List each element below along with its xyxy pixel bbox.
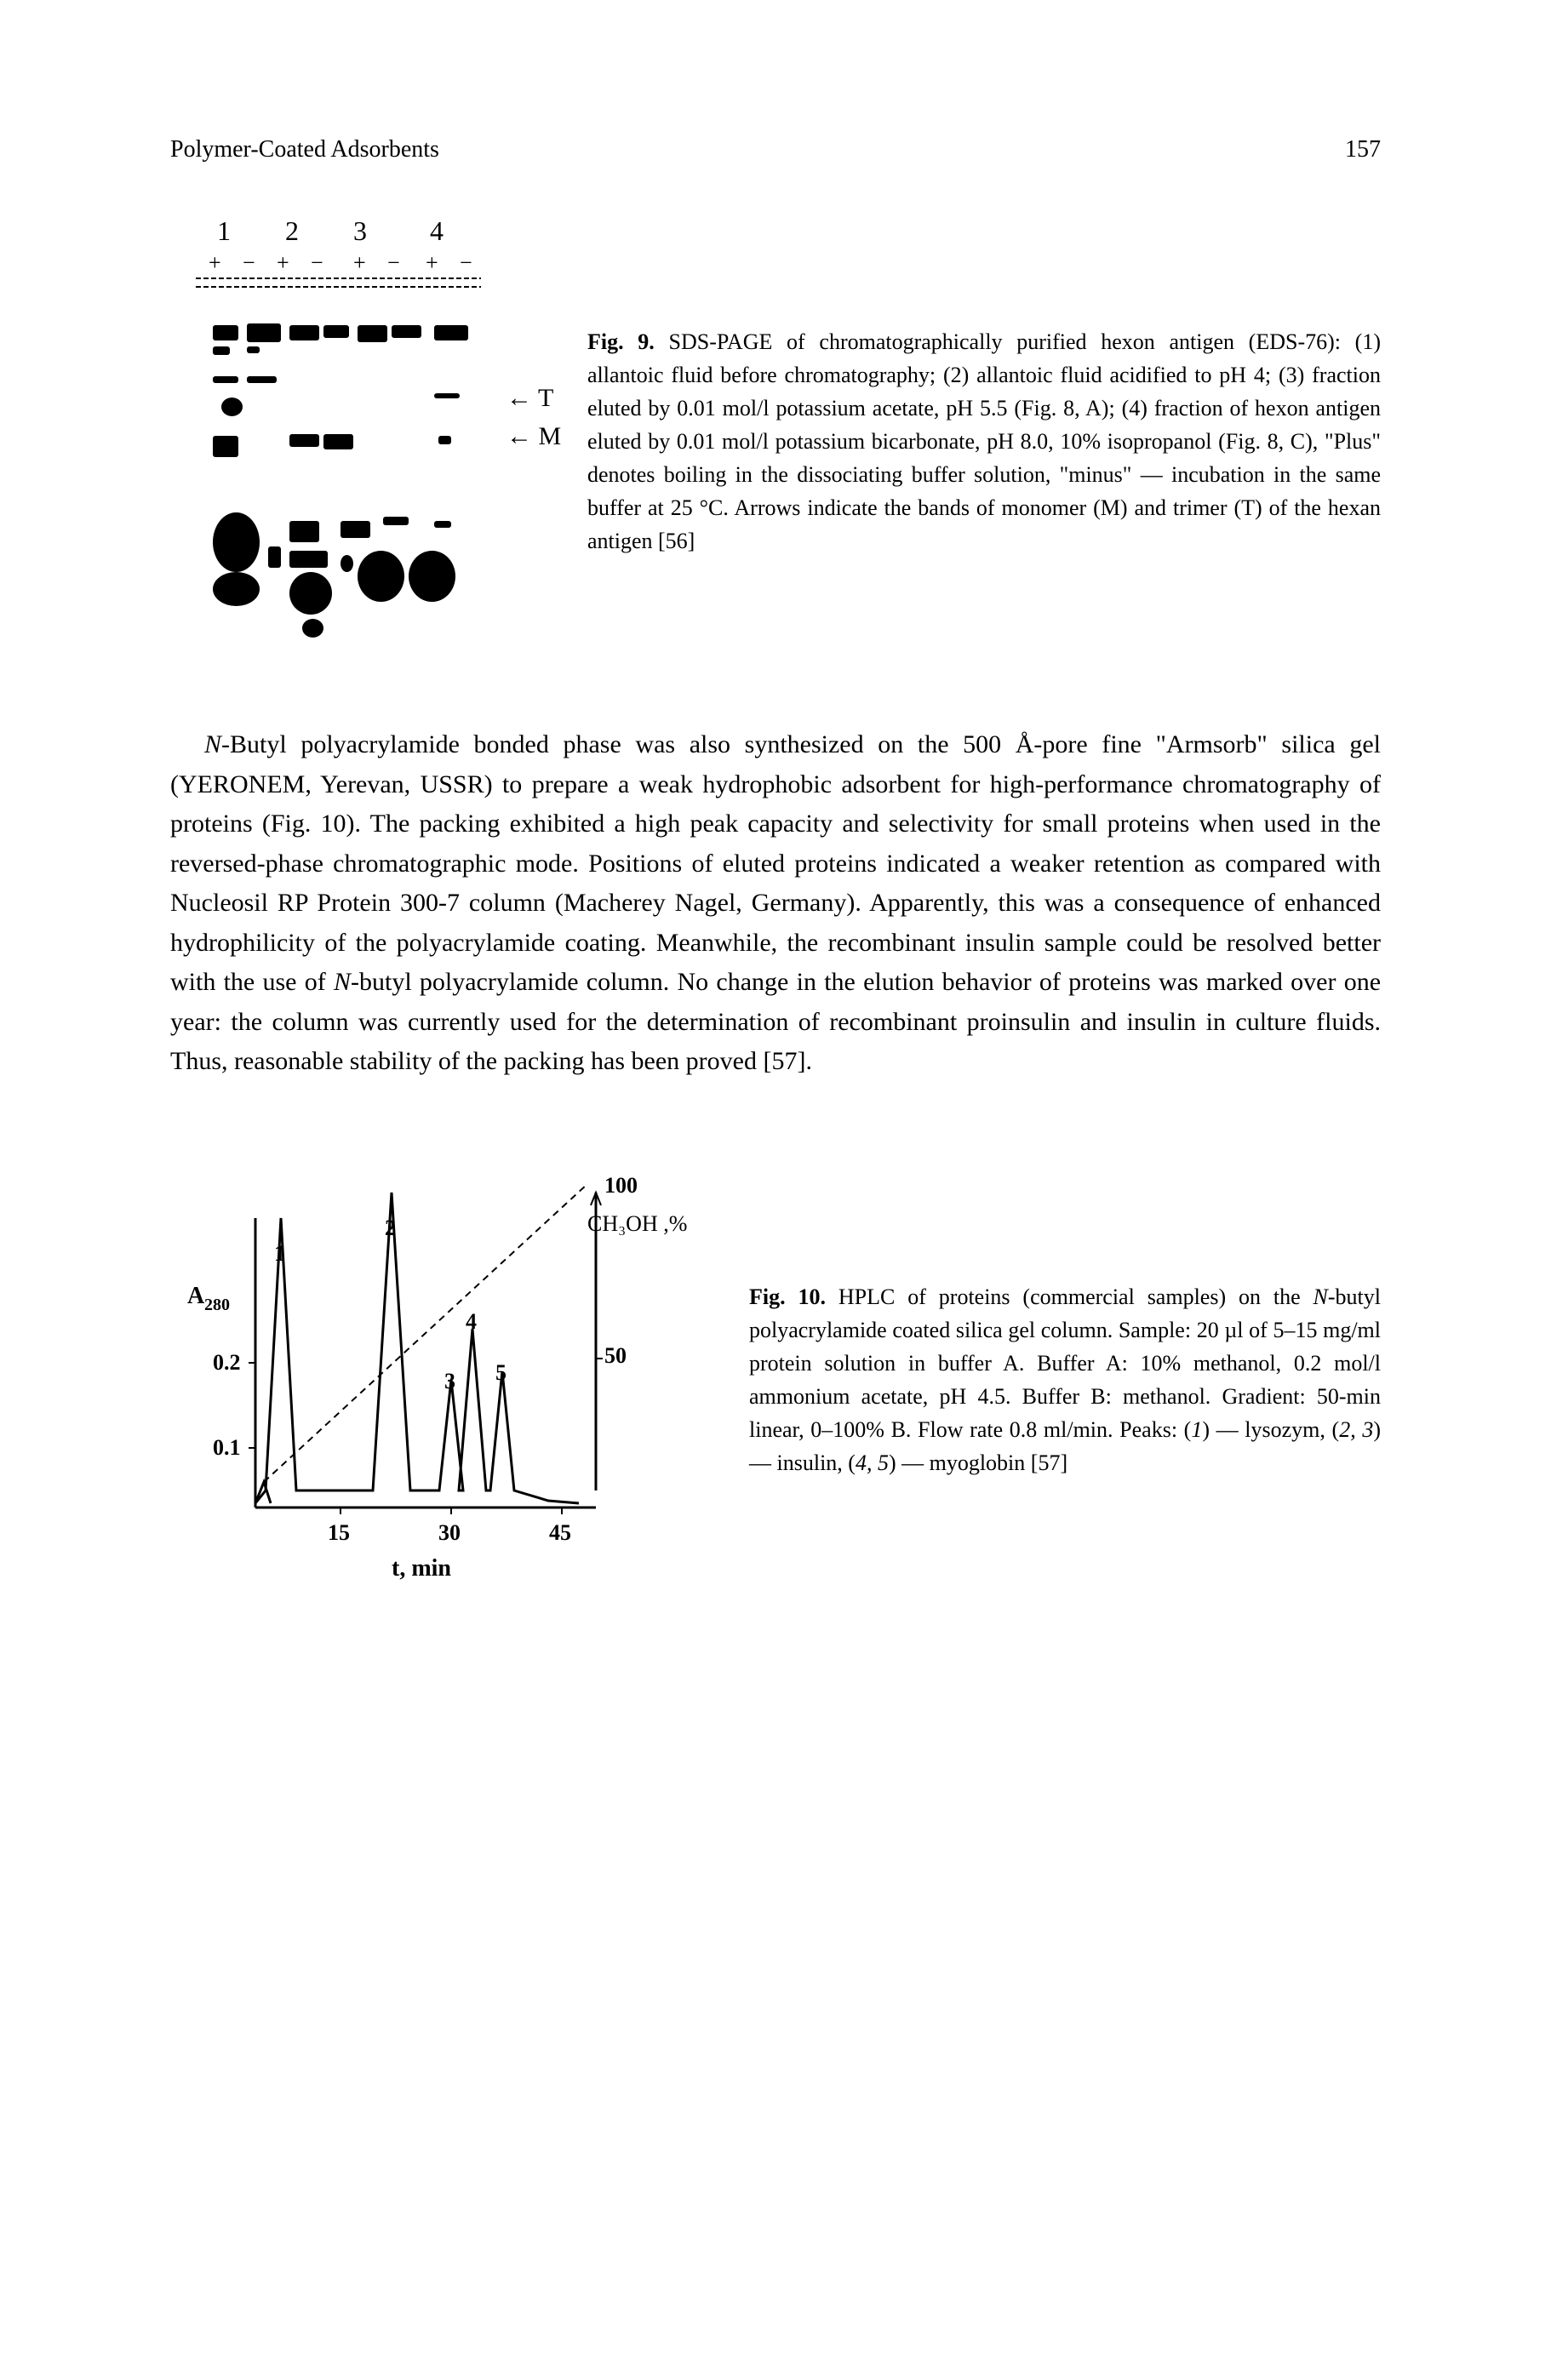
gel-band [289,551,328,568]
lane-symbol: + [426,250,438,275]
gel-band [358,325,387,342]
gel-band [434,521,451,528]
gel-band [358,551,404,602]
gel-band [213,325,238,340]
gel-band [392,325,421,338]
chromatogram-svg: A2800.10.2153045t, min100CH₃OH ,%5012345 [170,1150,698,1610]
gel-band [221,398,243,416]
lane-symbol: − [243,250,255,275]
peak-label: 1 [274,1241,285,1266]
page-number: 157 [1345,136,1381,163]
gel-image: 1 2 3 4 + − + − + − + − ← T ← M [170,215,562,640]
right-unit-label: CH₃OH ,% [587,1211,687,1236]
gel-band [213,436,238,457]
figure-9: 1 2 3 4 + − + − + − + − ← T ← M Fig. 9. … [170,215,1381,640]
gel-band [289,572,332,615]
figure-9-caption: Fig. 9. SDS-PAGE of chromatographically … [587,215,1381,558]
gel-band [323,325,349,338]
right-top-label: 100 [604,1173,638,1198]
lane-number: 1 [217,215,231,246]
arrow-t: ← T [507,384,553,412]
lane-symbol: + [277,250,289,275]
right-mid-label: 50 [604,1343,627,1368]
y-label-sub: 280 [204,1296,230,1314]
gel-band [341,521,370,538]
y-tick-label: 0.2 [213,1350,241,1375]
lane-symbol: − [387,250,400,275]
arrow-m: ← M [507,422,561,450]
gel-band [268,546,281,568]
gel-band [434,325,468,340]
gradient-line [264,1184,587,1482]
peak-label: 3 [444,1369,455,1393]
gel-bands [213,323,468,638]
peak-label: 5 [495,1360,507,1385]
chromatogram: A2800.10.2153045t, min100CH₃OH ,%5012345 [170,1150,698,1610]
x-label: t, min [392,1555,451,1582]
running-title: Polymer-Coated Adsorbents [170,136,439,163]
figure-9-prefix: Fig. 9. [587,329,655,354]
gel-band [289,521,319,542]
gel-band [247,376,277,383]
gel-band [213,346,230,355]
running-header: Polymer-Coated Adsorbents 157 [170,136,1381,163]
lane-number: 3 [353,215,367,246]
lane-symbol: + [209,250,221,275]
peak-label: 4 [466,1309,477,1334]
x-tick-label: 15 [328,1520,350,1545]
figure-10-caption-text: HPLC of proteins (commercial samples) on… [749,1284,1381,1475]
figure-10-caption: Fig. 10. HPLC of proteins (commercial sa… [749,1280,1381,1479]
lane-symbol: − [311,250,323,275]
gel-band [438,436,451,444]
gel-band [213,376,238,383]
lane-number: 2 [285,215,299,246]
gel-band [302,619,323,638]
gel-band [341,555,353,572]
gel-band [289,325,319,340]
body-n-prefix: N [204,730,221,758]
gel-band [289,434,319,447]
y-label: A [187,1283,205,1309]
figure-9-caption-text: SDS-PAGE of chromatographically purified… [587,329,1381,553]
figure-10-prefix: Fig. 10. [749,1284,826,1309]
gel-band [247,323,281,342]
gel-band [409,551,455,602]
body-paragraph: N-Butyl polyacrylamide bonded phase was … [170,725,1381,1082]
figure-10: A2800.10.2153045t, min100CH₃OH ,%5012345… [170,1150,1381,1610]
gel-band [213,512,260,572]
gel-band [383,517,409,525]
y-tick-label: 0.1 [213,1435,241,1460]
lane-symbol: + [353,250,366,275]
gel-band [213,572,260,606]
x-tick-label: 30 [438,1520,461,1545]
x-tick-label: 45 [549,1520,571,1545]
lane-symbol: − [460,250,472,275]
gel-svg: 1 2 3 4 + − + − + − + − ← T ← M [170,215,562,640]
gel-band [247,346,260,353]
peak-label: 2 [385,1216,396,1240]
body-text: -Butyl polyacrylamide bonded phase was a… [170,730,1381,1075]
gel-band [434,393,460,398]
trace [255,1193,579,1503]
gel-band [323,434,353,449]
lane-number: 4 [430,215,444,246]
